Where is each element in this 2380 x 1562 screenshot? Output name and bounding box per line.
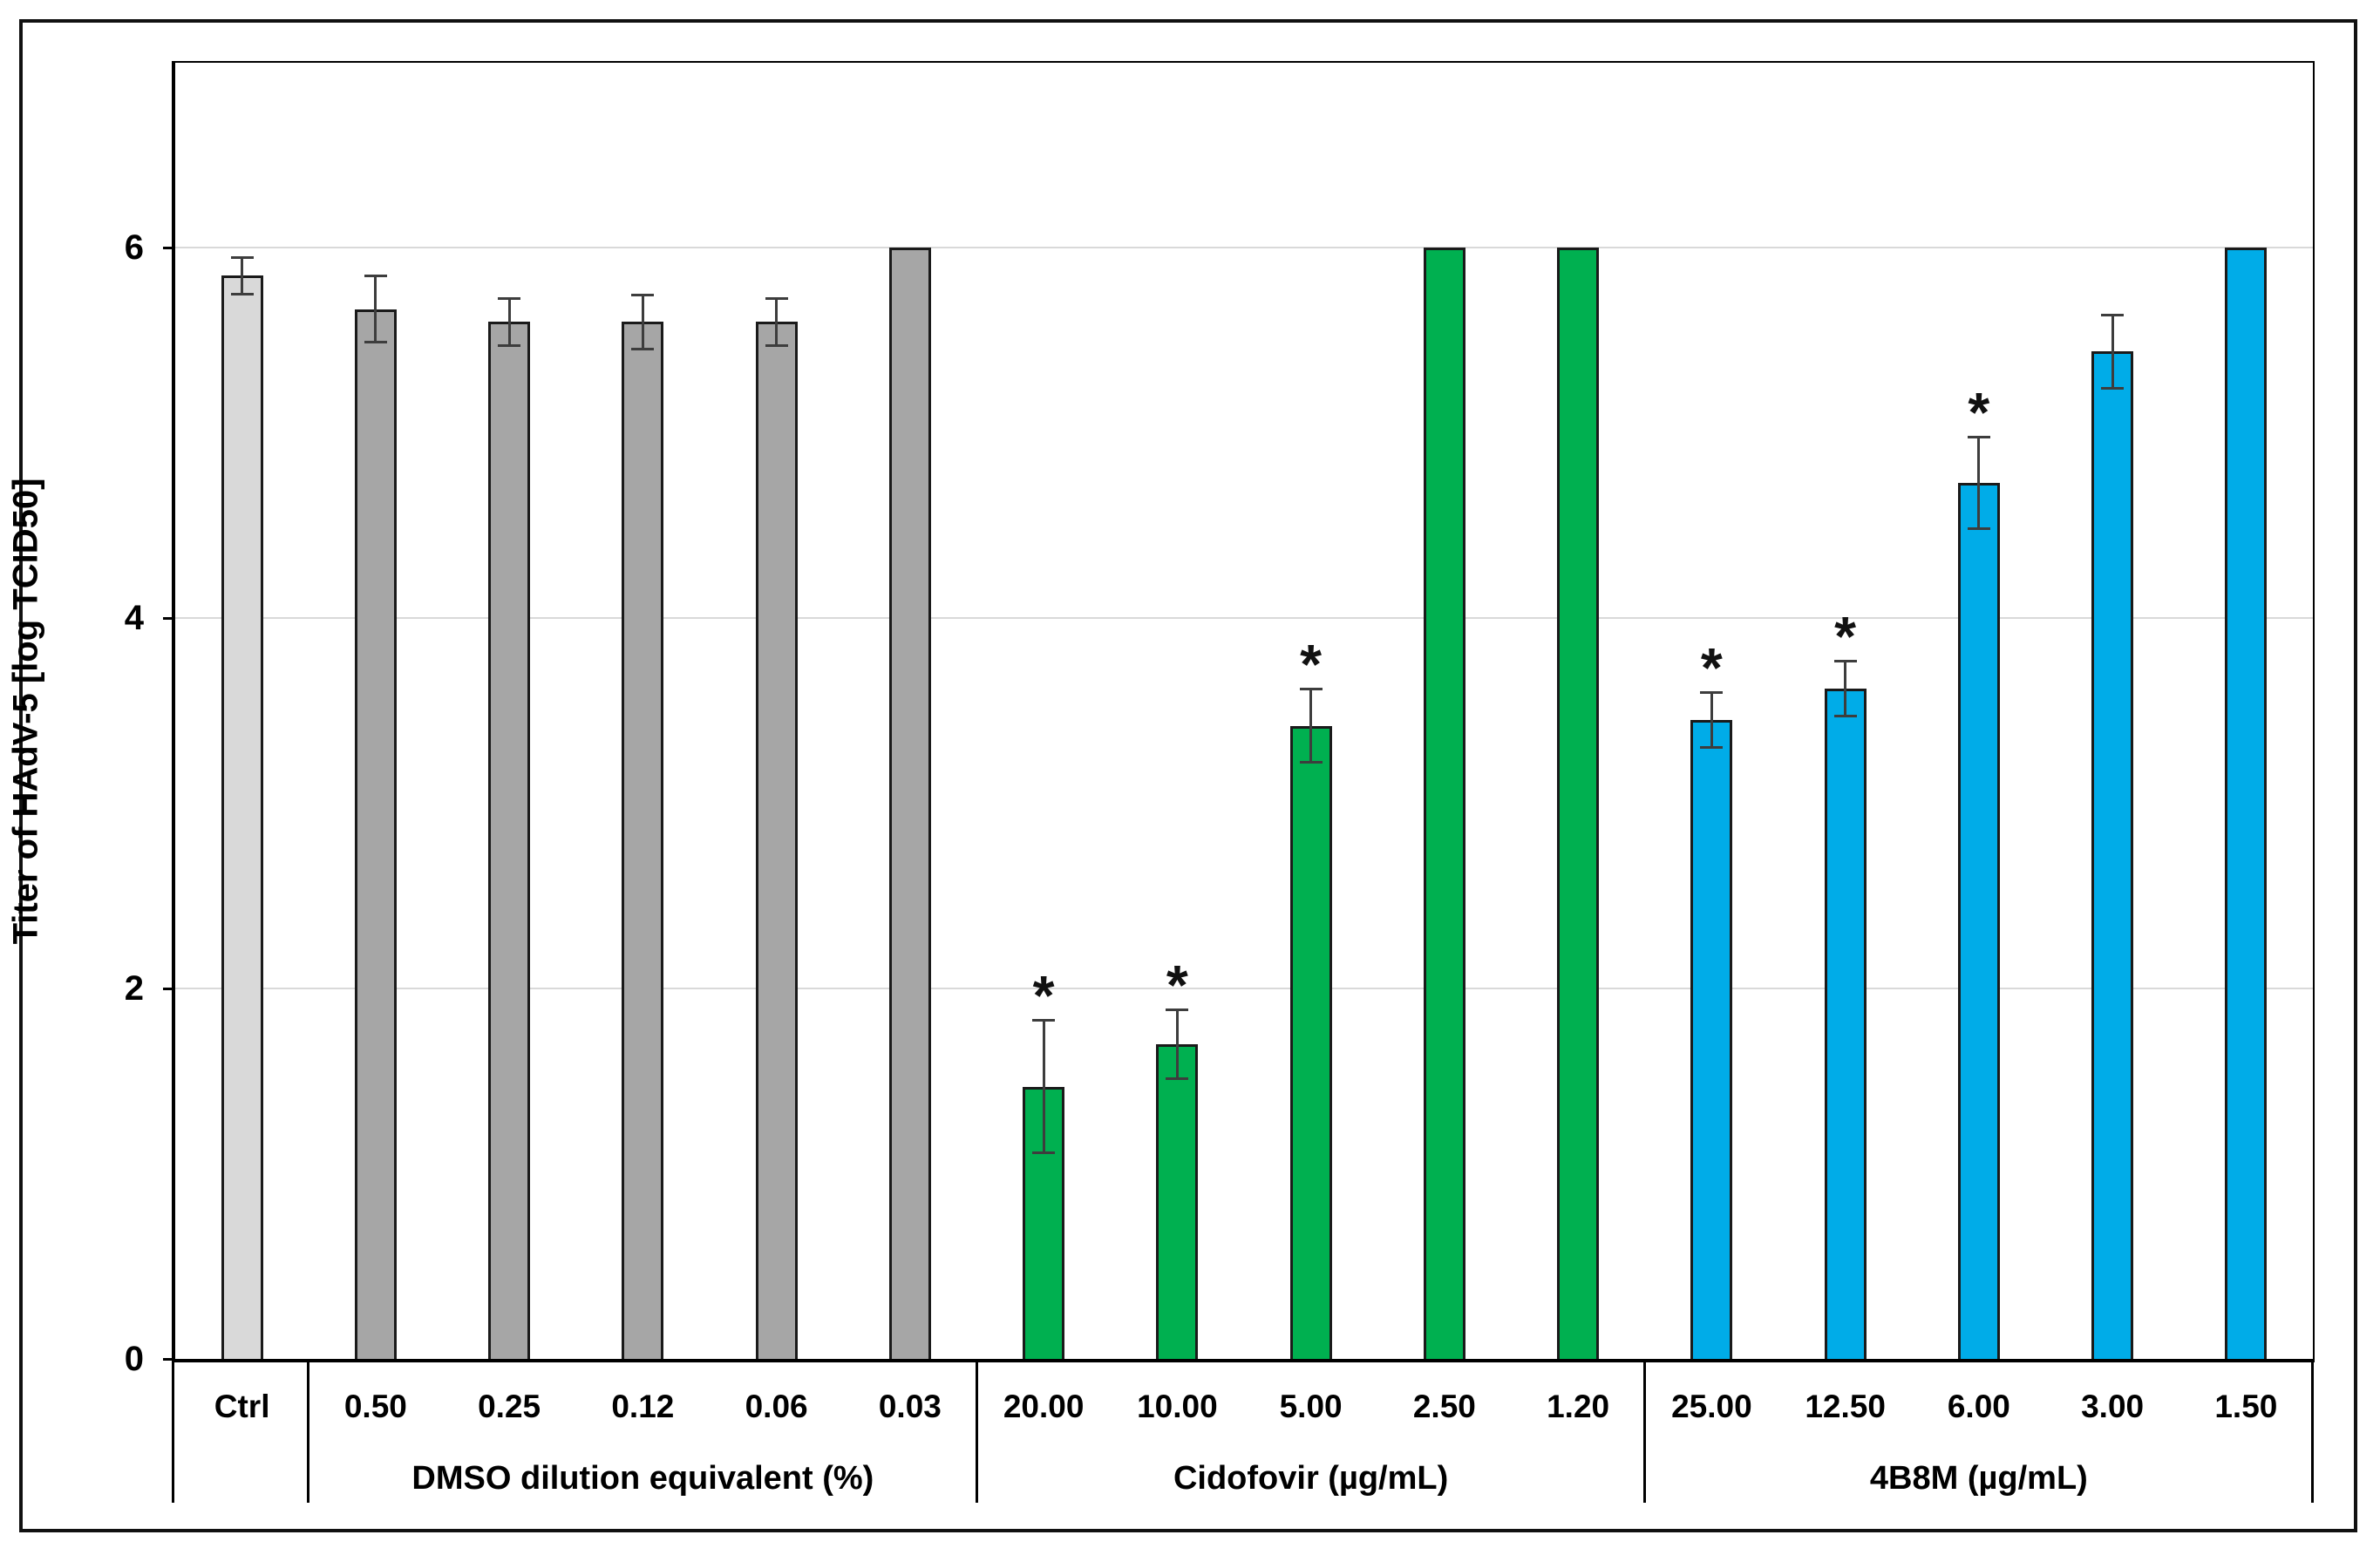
figure-border	[19, 19, 2357, 1532]
error-bar-cap	[631, 348, 655, 351]
y-tick-mark	[163, 247, 172, 250]
error-bar-cap	[1032, 1151, 1056, 1155]
bar	[622, 322, 664, 1359]
y-tick-label: 6	[124, 228, 144, 268]
error-bar-cap	[498, 296, 521, 300]
error-bar	[2111, 314, 2114, 389]
bar	[1957, 483, 2000, 1359]
category-divider	[975, 1362, 978, 1503]
error-bar-cap	[1967, 527, 1990, 531]
error-bar-cap	[364, 340, 387, 343]
y-axis-title-text: Titer of HAdV-5 [log TCID50]	[6, 478, 45, 945]
bar	[1423, 248, 1465, 1359]
significance-asterisk: *	[1834, 605, 1857, 669]
x-group-label: Cidofovir (µg/mL)	[1173, 1460, 1449, 1497]
category-divider	[1642, 1362, 1646, 1503]
error-bar-cap	[1032, 1019, 1056, 1022]
x-tick-label: 0.25	[478, 1389, 541, 1424]
significance-asterisk: *	[1032, 964, 1055, 1028]
error-bar-cap	[230, 292, 254, 295]
error-bar-cap	[1967, 436, 1990, 439]
x-tick-label: 0.03	[878, 1389, 942, 1424]
x-group-label: DMSO dilution equivalent (%)	[411, 1460, 874, 1497]
bar	[1289, 725, 1332, 1359]
x-tick-label: 0.50	[343, 1389, 407, 1424]
error-bar-cap	[1833, 660, 1857, 663]
error-bar	[1309, 689, 1313, 763]
error-bar-cap	[230, 256, 254, 260]
significance-asterisk: *	[1300, 633, 1323, 696]
bar	[1156, 1043, 1199, 1359]
error-bar	[1175, 1009, 1179, 1080]
error-bar-cap	[1299, 760, 1323, 764]
y-tick-label: 4	[124, 599, 144, 638]
plot-area: * * * * * *	[172, 61, 2315, 1362]
bar	[1824, 689, 1867, 1359]
error-bar-cap	[1833, 714, 1857, 717]
error-bar-cap	[1166, 1077, 1189, 1081]
gridline	[175, 247, 2313, 249]
bar	[2091, 351, 2134, 1359]
significance-asterisk: *	[1166, 953, 1188, 1016]
x-tick-label: 25.00	[1671, 1389, 1752, 1424]
error-bar	[775, 297, 779, 347]
x-tick-label: 6.00	[1947, 1389, 2010, 1424]
y-tick-mark	[163, 1358, 172, 1361]
bar	[488, 322, 531, 1359]
error-bar	[374, 275, 377, 343]
gridline	[175, 988, 2313, 990]
error-bar-cap	[498, 344, 521, 348]
x-tick-label: 1.20	[1547, 1389, 1610, 1424]
error-bar	[1977, 437, 1981, 530]
category-divider	[2311, 1362, 2314, 1503]
x-tick-label: 0.12	[611, 1389, 675, 1424]
x-tick-label: 2.50	[1412, 1389, 1476, 1424]
error-bar-cap	[1700, 691, 1724, 695]
y-tick-label: 2	[124, 969, 144, 1009]
category-divider	[172, 1362, 174, 1503]
bar	[221, 275, 263, 1359]
error-bar	[507, 297, 511, 347]
error-bar-cap	[765, 344, 788, 348]
error-bar-cap	[2101, 386, 2125, 390]
x-tick-label: 1.50	[2214, 1389, 2278, 1424]
error-bar-cap	[765, 296, 788, 300]
y-tick-label: 0	[124, 1340, 144, 1378]
x-group-label: 4B8M (µg/mL)	[1869, 1460, 2088, 1497]
error-bar	[1710, 692, 1713, 748]
y-tick-mark	[163, 988, 172, 991]
category-divider	[307, 1362, 310, 1503]
x-tick-label: 5.00	[1279, 1389, 1343, 1424]
bar	[1690, 720, 1733, 1359]
bar	[354, 309, 397, 1359]
bar	[1557, 248, 1600, 1359]
error-bar-cap	[1700, 746, 1724, 749]
error-bar	[641, 294, 644, 350]
x-tick-label: 10.00	[1137, 1389, 1218, 1424]
error-bar	[1042, 1020, 1045, 1154]
x-tick-label: Ctrl	[214, 1389, 270, 1424]
error-bar-cap	[1166, 1008, 1189, 1011]
x-tick-label: 20.00	[1003, 1389, 1085, 1424]
y-tick-mark	[163, 617, 172, 621]
bar	[755, 322, 798, 1359]
significance-asterisk: *	[1968, 381, 1990, 445]
error-bar-cap	[364, 275, 387, 278]
error-bar-cap	[1299, 688, 1323, 691]
bar	[888, 248, 931, 1359]
x-tick-label: 0.06	[745, 1389, 808, 1424]
error-bar	[241, 257, 244, 295]
significance-asterisk: *	[1700, 636, 1723, 700]
error-bar	[1844, 661, 1847, 716]
error-bar-cap	[631, 293, 655, 296]
bar	[2225, 248, 2268, 1359]
gridline	[175, 617, 2313, 620]
x-tick-label: 12.50	[1805, 1389, 1886, 1424]
x-tick-label: 3.00	[2081, 1389, 2145, 1424]
error-bar-cap	[2101, 313, 2125, 316]
